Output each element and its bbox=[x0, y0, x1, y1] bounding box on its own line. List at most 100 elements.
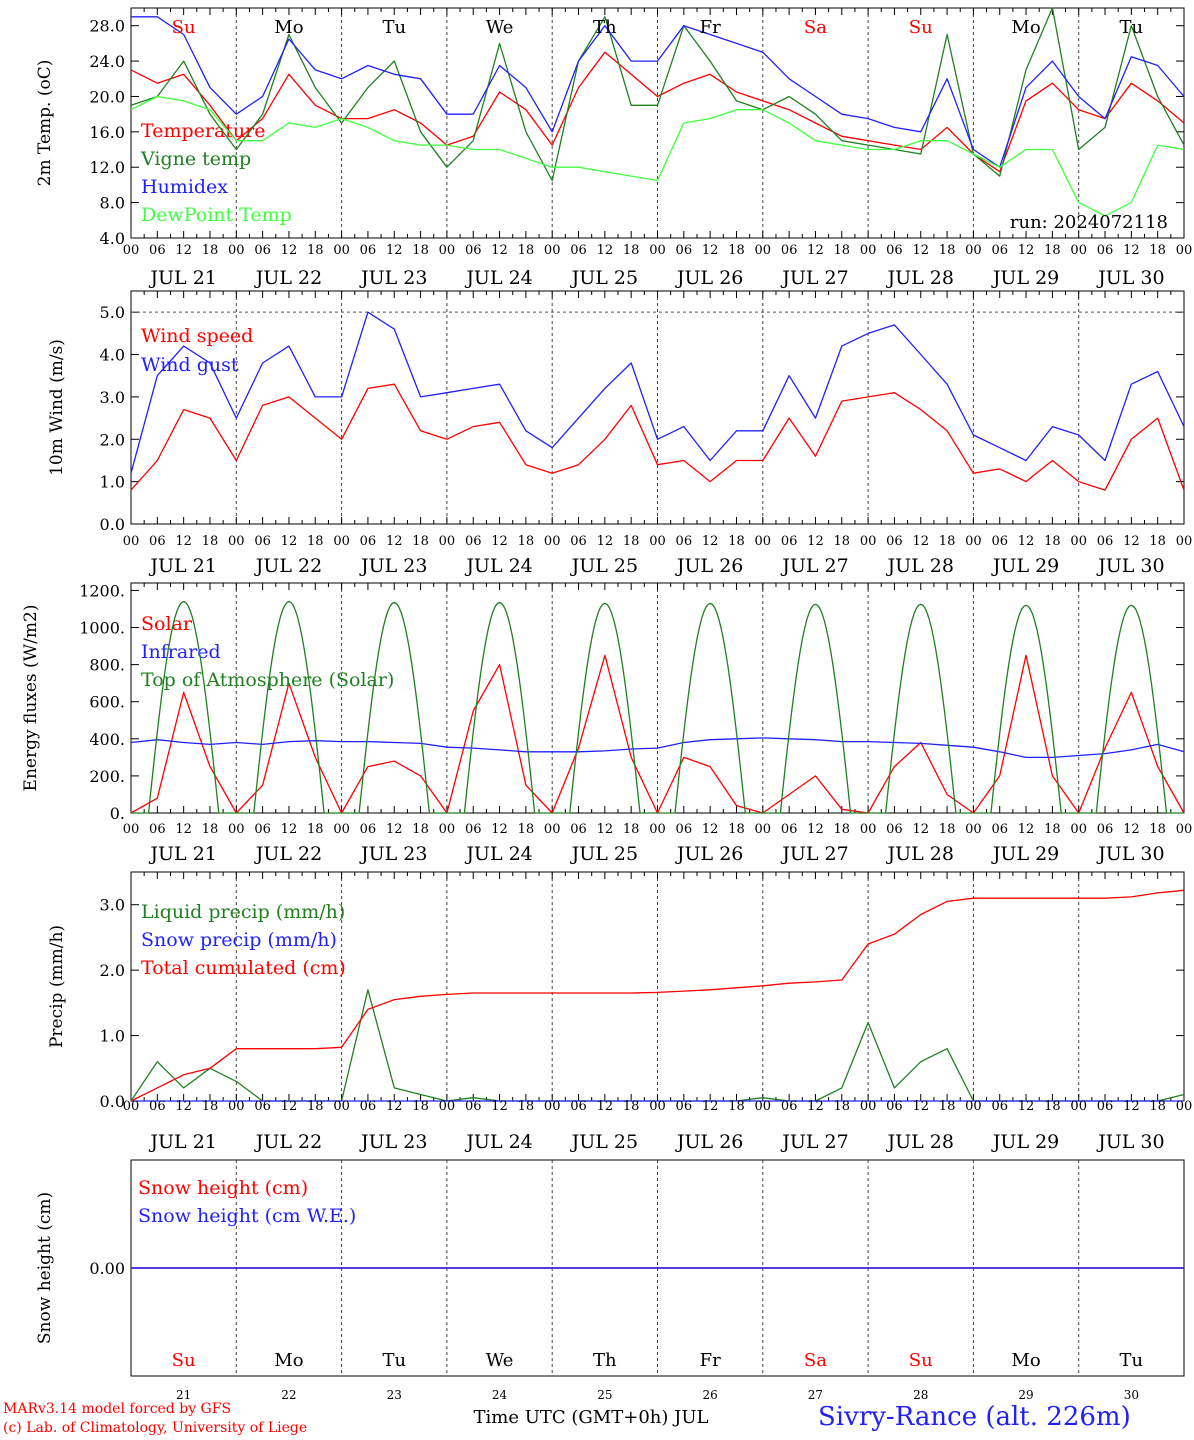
hour-label: 18 bbox=[412, 1099, 429, 1114]
hour-label: 06 bbox=[1097, 822, 1114, 837]
hour-label: 06 bbox=[886, 822, 903, 837]
hour-label: 12 bbox=[912, 822, 929, 837]
hour-label: 18 bbox=[202, 534, 219, 549]
weekday-label: Mo bbox=[1011, 17, 1040, 38]
series-line-3 bbox=[130, 889, 1185, 1102]
hour-label: 12 bbox=[281, 534, 298, 549]
hour-label: 18 bbox=[412, 822, 429, 837]
hour-label: 12 bbox=[1123, 822, 1140, 837]
hour-label: 12 bbox=[597, 534, 614, 549]
hour-label: 18 bbox=[939, 534, 956, 549]
hour-label: 18 bbox=[1149, 1099, 1166, 1114]
hour-label: 06 bbox=[465, 243, 482, 258]
hour-label: 12 bbox=[1018, 822, 1035, 837]
hour-label: 18 bbox=[728, 534, 745, 549]
y-tick-label: 0. bbox=[110, 804, 125, 823]
hour-label: 00 bbox=[860, 822, 877, 837]
y-tick-label: 0.0 bbox=[100, 1092, 125, 1111]
hour-label: 12 bbox=[807, 822, 824, 837]
series-line-3 bbox=[131, 16, 1185, 168]
date-label: JUL 23 bbox=[359, 267, 427, 289]
hour-label: 00 bbox=[649, 243, 666, 258]
hour-label: 12 bbox=[175, 243, 192, 258]
hour-label: 00 bbox=[439, 1099, 456, 1114]
hour-label: 06 bbox=[149, 243, 166, 258]
hour-label: 00 bbox=[544, 822, 561, 837]
hour-label: 00 bbox=[1176, 243, 1193, 258]
hour-label: 12 bbox=[386, 534, 403, 549]
y-tick-label: 24.0 bbox=[89, 52, 125, 71]
hour-label: 12 bbox=[807, 1099, 824, 1114]
hour-label: 12 bbox=[912, 534, 929, 549]
date-label: JUL 22 bbox=[254, 267, 322, 289]
hour-label: 00 bbox=[755, 534, 772, 549]
hour-label: 18 bbox=[1149, 534, 1166, 549]
hour-label: 00 bbox=[755, 1099, 772, 1114]
legend-entry: DewPoint Temp bbox=[141, 204, 292, 226]
hour-label: 06 bbox=[676, 822, 693, 837]
hour-label: 00 bbox=[333, 243, 350, 258]
hour-label: 06 bbox=[781, 243, 798, 258]
hour-label: 00 bbox=[123, 534, 140, 549]
y-tick-label: 600. bbox=[89, 693, 125, 712]
hour-label: 00 bbox=[123, 822, 140, 837]
date-label: JUL 30 bbox=[1096, 555, 1164, 577]
weekday-label: Tu bbox=[382, 17, 406, 38]
legend-entry: Solar bbox=[141, 613, 193, 635]
series-line-2 bbox=[130, 311, 1185, 474]
hour-label: 06 bbox=[676, 534, 693, 549]
weekday-label: Tu bbox=[1120, 17, 1144, 38]
date-label: JUL 29 bbox=[991, 1131, 1059, 1153]
date-label: JUL 28 bbox=[886, 843, 954, 865]
date-label: JUL 27 bbox=[780, 843, 848, 865]
hour-label: 06 bbox=[465, 822, 482, 837]
hour-label: 12 bbox=[281, 822, 298, 837]
hour-label: 00 bbox=[1070, 1099, 1087, 1114]
hour-label: 06 bbox=[570, 1099, 587, 1114]
hour-label: 00 bbox=[544, 1099, 561, 1114]
hour-label: 06 bbox=[781, 1099, 798, 1114]
hour-label: 06 bbox=[360, 534, 377, 549]
hour-label: 18 bbox=[1149, 822, 1166, 837]
series-line-1 bbox=[130, 383, 1185, 491]
hour-label: 12 bbox=[491, 243, 508, 258]
hour-label: 12 bbox=[912, 243, 929, 258]
hour-label: 18 bbox=[1044, 1099, 1061, 1114]
hour-label: 00 bbox=[333, 534, 350, 549]
model-credit: MARv3.14 model forced by GFS bbox=[3, 1401, 232, 1417]
date-label: JUL 25 bbox=[570, 1131, 638, 1153]
hour-label: 12 bbox=[491, 1099, 508, 1114]
hour-label: 12 bbox=[807, 534, 824, 549]
hour-label: 18 bbox=[307, 534, 324, 549]
hour-label: 00 bbox=[1176, 822, 1193, 837]
hour-label: 00 bbox=[860, 1099, 877, 1114]
date-label: JUL 21 bbox=[148, 267, 216, 289]
date-label: JUL 21 bbox=[148, 843, 216, 865]
weekday-label: Mo bbox=[274, 17, 303, 38]
legend-entry: Humidex bbox=[141, 176, 228, 198]
hour-label: 12 bbox=[386, 1099, 403, 1114]
hour-label: 06 bbox=[991, 534, 1008, 549]
hour-label: 12 bbox=[1123, 243, 1140, 258]
hour-label: 18 bbox=[623, 822, 640, 837]
y-tick-label: 1000. bbox=[79, 619, 125, 638]
date-label: JUL 28 bbox=[886, 1131, 954, 1153]
hour-label: 00 bbox=[649, 534, 666, 549]
date-label: JUL 29 bbox=[991, 555, 1059, 577]
y-tick-label: 2.0 bbox=[100, 961, 125, 980]
date-label: JUL 26 bbox=[675, 267, 743, 289]
y-tick-label: 400. bbox=[89, 730, 125, 749]
hour-label: 06 bbox=[991, 1099, 1008, 1114]
hour-label: 06 bbox=[570, 534, 587, 549]
date-label: JUL 25 bbox=[570, 843, 638, 865]
hour-label: 12 bbox=[491, 534, 508, 549]
hour-label: 12 bbox=[386, 822, 403, 837]
hour-label: 12 bbox=[807, 243, 824, 258]
hour-label: 00 bbox=[649, 822, 666, 837]
hour-label: 00 bbox=[965, 1099, 982, 1114]
date-label: JUL 21 bbox=[148, 1131, 216, 1153]
legend-entry: Vigne temp bbox=[140, 148, 251, 170]
date-label: JUL 27 bbox=[780, 267, 848, 289]
date-label: JUL 25 bbox=[570, 267, 638, 289]
hour-label: 00 bbox=[1176, 534, 1193, 549]
